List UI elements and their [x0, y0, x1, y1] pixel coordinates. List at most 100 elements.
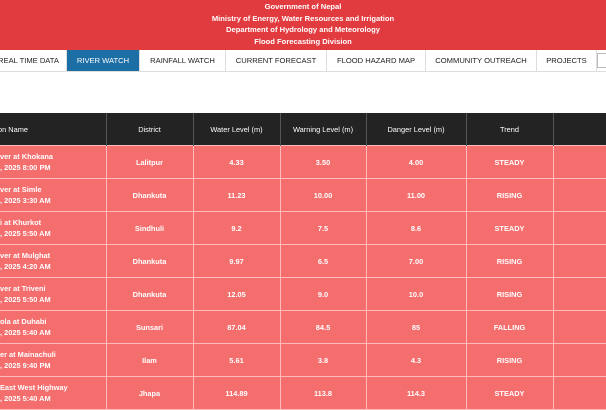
district: Ilam	[105, 343, 194, 377]
station-cell: ver at Khokana , 2025 8:00 PM	[0, 145, 107, 179]
table-row: ver at Mulghat , 2025 4:20 AM Dhankuta 9.97…	[0, 244, 606, 278]
empty-cell	[552, 343, 606, 377]
water-level: 4.33	[192, 145, 281, 179]
station-cell: ver at Triveni , 2025 5:50 AM	[0, 277, 107, 311]
station-time: , 2025 5:40 AM	[0, 394, 51, 403]
warning-level: 84.5	[279, 310, 367, 344]
station-name: East West Highway	[0, 383, 68, 392]
table-row: ver at Simle , 2025 3:30 AM Dhankuta 11.23 1…	[0, 178, 606, 212]
warning-level: 7.5	[279, 211, 367, 245]
column-header: Danger Level (m)	[365, 113, 466, 146]
empty-cell	[552, 376, 606, 410]
station-cell: ver at Simle , 2025 3:30 AM	[0, 178, 107, 212]
danger-level: 10.0	[365, 277, 467, 311]
water-level: 9.2	[192, 211, 281, 245]
water-level: 9.97	[192, 244, 281, 278]
station-time: , 2025 5:40 AM	[0, 328, 51, 337]
nav-tab[interactable]: FLOOD HAZARD MAP	[327, 50, 426, 71]
header-line: Ministry of Energy, Water Resources and …	[211, 13, 395, 23]
nav-bar: REAL TIME DATA RIVER WATCH RAINFALL WATCH C…	[0, 50, 606, 72]
warning-level: 10.00	[279, 178, 367, 212]
district: Jhapa	[105, 376, 194, 410]
nav-tab[interactable]: RAINFALL WATCH	[140, 50, 226, 71]
station-time: , 2025 9:40 PM	[0, 361, 51, 370]
table-row: er at Mainachuli , 2025 9:40 PM Ilam 5.61 3.…	[0, 343, 606, 377]
trend: RISING	[465, 277, 554, 311]
water-level: 114.89	[192, 376, 281, 410]
empty-cell	[552, 145, 606, 179]
danger-level: 4.00	[365, 145, 467, 179]
nav-tab[interactable]: PROJECTS	[537, 50, 597, 71]
trend: RISING	[465, 244, 554, 278]
station-cell: ver at Mulghat , 2025 4:20 AM	[0, 244, 107, 278]
station-name: ver at Mulghat	[0, 251, 51, 260]
trend: STEADY	[465, 211, 554, 245]
warning-level: 9.0	[279, 277, 367, 311]
nav-tab[interactable]: REAL TIME DATA	[0, 50, 67, 71]
site-header: Government of Nepal Ministry of Energy, W…	[0, 0, 606, 50]
column-header: District	[105, 113, 193, 146]
nav-tab[interactable]: COMMUNITY OUTREACH	[426, 50, 537, 71]
column-header: Trend	[465, 113, 553, 146]
station-cell: ola at Duhabi , 2025 5:40 AM	[0, 310, 107, 344]
district: Dhankuta	[105, 277, 194, 311]
station-time: , 2025 3:30 AM	[0, 196, 51, 205]
header-line: Flood Forecasting Division	[254, 36, 352, 46]
district: Dhankuta	[105, 178, 194, 212]
station-cell: East West Highway , 2025 5:40 AM	[0, 376, 107, 410]
station-name: er at Mainachuli	[0, 350, 56, 359]
trend: FALLING	[465, 310, 554, 344]
water-level: 5.61	[192, 343, 281, 377]
column-header: on Name	[0, 113, 106, 146]
empty-cell	[552, 244, 606, 278]
empty-cell	[552, 211, 606, 245]
station-cell: er at Mainachuli , 2025 9:40 PM	[0, 343, 107, 377]
nav-tab[interactable]: CURRENT FORECAST	[226, 50, 327, 71]
empty-cell	[552, 277, 606, 311]
danger-level: 7.00	[365, 244, 467, 278]
warning-level: 113.8	[279, 376, 367, 410]
district: Dhankuta	[105, 244, 194, 278]
district: Lalitpur	[105, 145, 194, 179]
empty-cell	[552, 310, 606, 344]
trend: STEADY	[465, 145, 554, 179]
table-row: i at Khurkot , 2025 5:50 AM Sindhuli 9.2 7.5…	[0, 211, 606, 245]
district: Sindhuli	[105, 211, 194, 245]
table-header-row: on Name District Water Level (m) Warning Le…	[0, 113, 606, 146]
station-name: ola at Duhabi	[0, 317, 47, 326]
water-level: 87.04	[192, 310, 281, 344]
trend: STEADY	[465, 376, 554, 410]
table-row: ver at Triveni , 2025 5:50 AM Dhankuta 12.0…	[0, 277, 606, 311]
warning-level: 3.8	[279, 343, 367, 377]
water-level: 11.23	[192, 178, 281, 212]
column-header: Warning Level (m)	[279, 113, 366, 146]
table-row: ver at Khokana , 2025 8:00 PM Lalitpur 4.33…	[0, 145, 606, 179]
station-name: ver at Simle	[0, 185, 42, 194]
station-time: , 2025 4:20 AM	[0, 262, 51, 271]
danger-level: 85	[365, 310, 467, 344]
station-cell: i at Khurkot , 2025 5:50 AM	[0, 211, 107, 245]
district: Sunsari	[105, 310, 194, 344]
station-time: , 2025 8:00 PM	[0, 163, 51, 172]
danger-level: 114.3	[365, 376, 467, 410]
station-name: i at Khurkot	[0, 218, 42, 227]
header-line: Department of Hydrology and Meteorology	[226, 25, 380, 35]
river-table: on Name District Water Level (m) Warning Le…	[0, 113, 606, 410]
table-row: East West Highway, 2025 5:40 AM Jhapa 114.…	[0, 376, 606, 410]
danger-level: 8.6	[365, 211, 467, 245]
empty-cell	[552, 178, 606, 212]
station-time: , 2025 5:50 AM	[0, 295, 51, 304]
station-time: , 2025 5:50 AM	[0, 229, 51, 238]
column-header-empty	[552, 113, 606, 146]
warning-level: 6.5	[279, 244, 367, 278]
nav-tab[interactable]: RIVER WATCH	[67, 50, 140, 71]
warning-level: 3.50	[279, 145, 367, 179]
column-header: Water Level (m)	[192, 113, 280, 146]
table-row: ola at Duhabi, 2025 5:40 AM Sunsari 87.04 8…	[0, 310, 606, 344]
trend: RISING	[465, 343, 554, 377]
trend: RISING	[465, 178, 554, 212]
station-name: ver at Khokana	[0, 152, 53, 161]
water-level: 12.05	[192, 277, 281, 311]
nav-menu-box[interactable]	[597, 53, 606, 68]
